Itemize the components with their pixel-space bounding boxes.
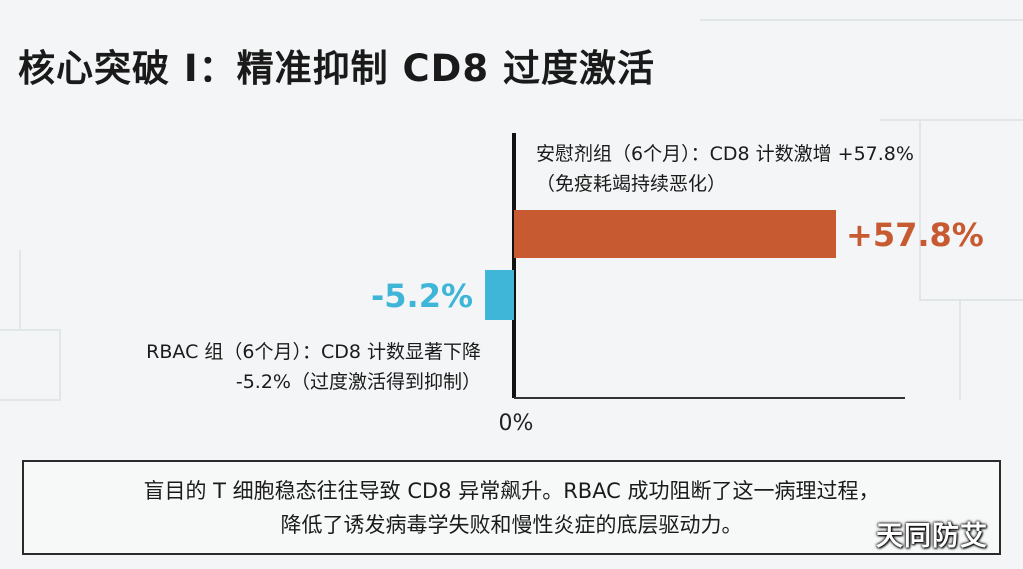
annotation-placebo-line2: （免疫耗竭持续恶化） [536,173,726,195]
caption-line-2: 降低了诱发病毒学失败和慢性炎症的底层驱动力。 [280,513,743,537]
value-label-placebo: +57.8% [846,216,984,254]
zero-tick-label: 0% [499,411,534,436]
annotation-placebo-line1: 安慰剂组（6个月）：CD8 计数激增 +57.8% [536,143,914,165]
bar-placebo [514,210,836,258]
bar-rbac [485,270,514,320]
annotation-rbac-line2: -5.2%（过度激活得到抑制） [236,371,481,393]
caption-box: 盲目的 T 细胞稳态往往导致 CD8 异常飙升。RBAC 成功阻断了这一病理过程… [22,460,1001,555]
value-label-rbac: -5.2% [371,277,473,315]
watermark-logo: 天同防艾 [876,521,988,552]
annotation-rbac-line1: RBAC 组（6个月）：CD8 计数显著下降 [146,341,481,363]
page-title: 核心突破 I：精准抑制 CD8 过度激活 [18,47,656,90]
caption-line-1: 盲目的 T 细胞稳态往往导致 CD8 异常飙升。RBAC 成功阻断了这一病理过程… [143,479,880,503]
